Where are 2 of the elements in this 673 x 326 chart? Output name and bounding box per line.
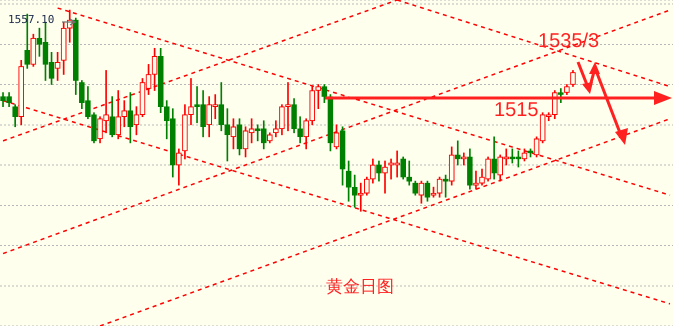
annotation: 1515 [494, 99, 538, 121]
text: 黄金日图 [326, 276, 394, 298]
